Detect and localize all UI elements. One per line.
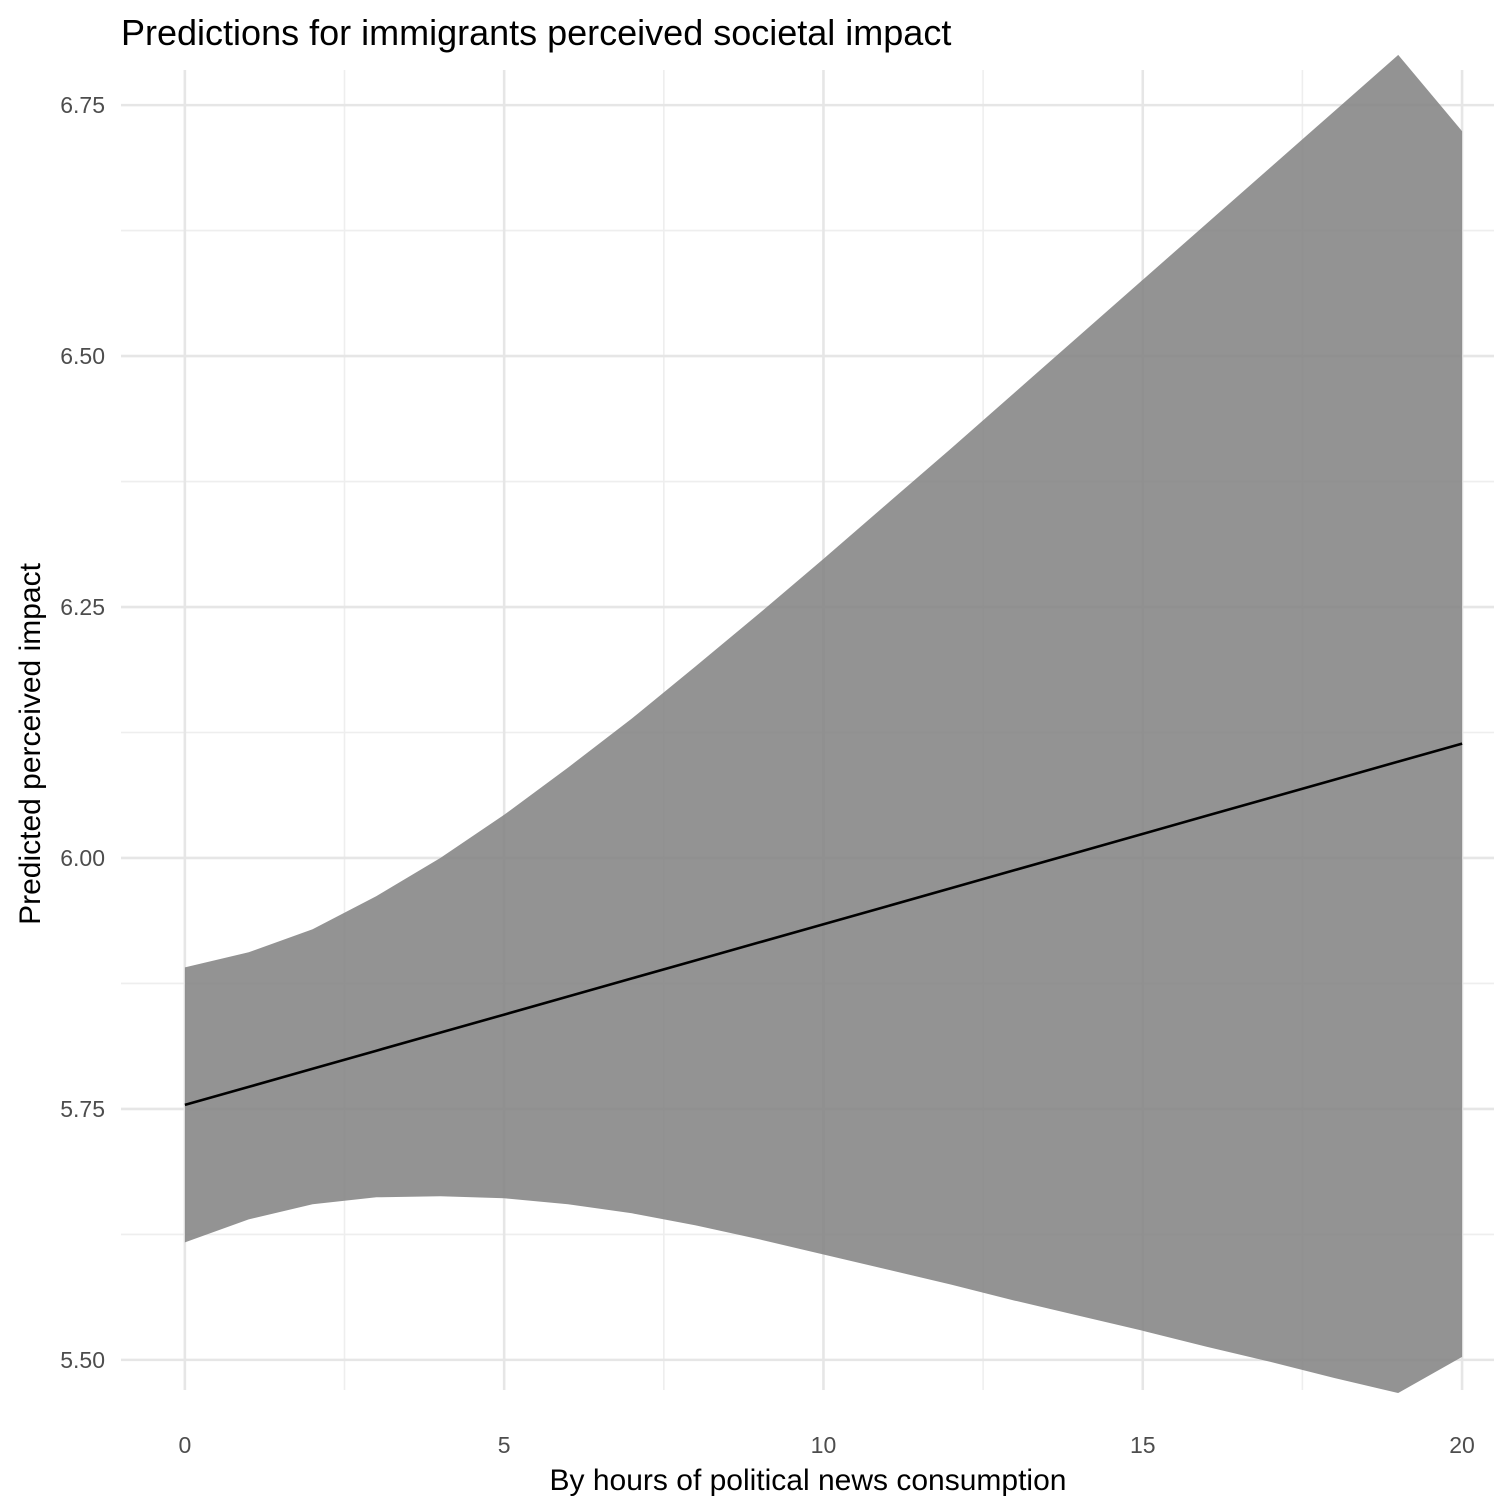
y-tick-labels: 5.50 5.75 6.00 6.25 6.50 6.75	[60, 92, 105, 1373]
x-tick-label: 20	[1449, 1432, 1475, 1458]
confidence-band	[184, 54, 1463, 1393]
y-tick-label: 6.75	[60, 92, 105, 118]
x-tick-label: 0	[178, 1432, 191, 1458]
y-axis-title: Predicted perceived impact	[14, 562, 47, 925]
y-tick-label: 6.00	[60, 845, 105, 871]
x-tick-labels: 0 5 10 15 20	[178, 1432, 1474, 1458]
y-tick-label: 6.50	[60, 343, 105, 369]
y-tick-label: 6.25	[60, 594, 105, 620]
y-tick-label: 5.50	[60, 1347, 105, 1373]
chart-title: Predictions for immigrants perceived soc…	[121, 12, 951, 53]
x-tick-label: 5	[498, 1432, 511, 1458]
x-tick-label: 15	[1130, 1432, 1156, 1458]
plot-marks	[184, 54, 1463, 1393]
x-tick-label: 10	[811, 1432, 837, 1458]
x-axis-title: By hours of political news consumption	[550, 1464, 1067, 1497]
y-tick-label: 5.75	[60, 1096, 105, 1122]
prediction-line	[184, 742, 1463, 1107]
